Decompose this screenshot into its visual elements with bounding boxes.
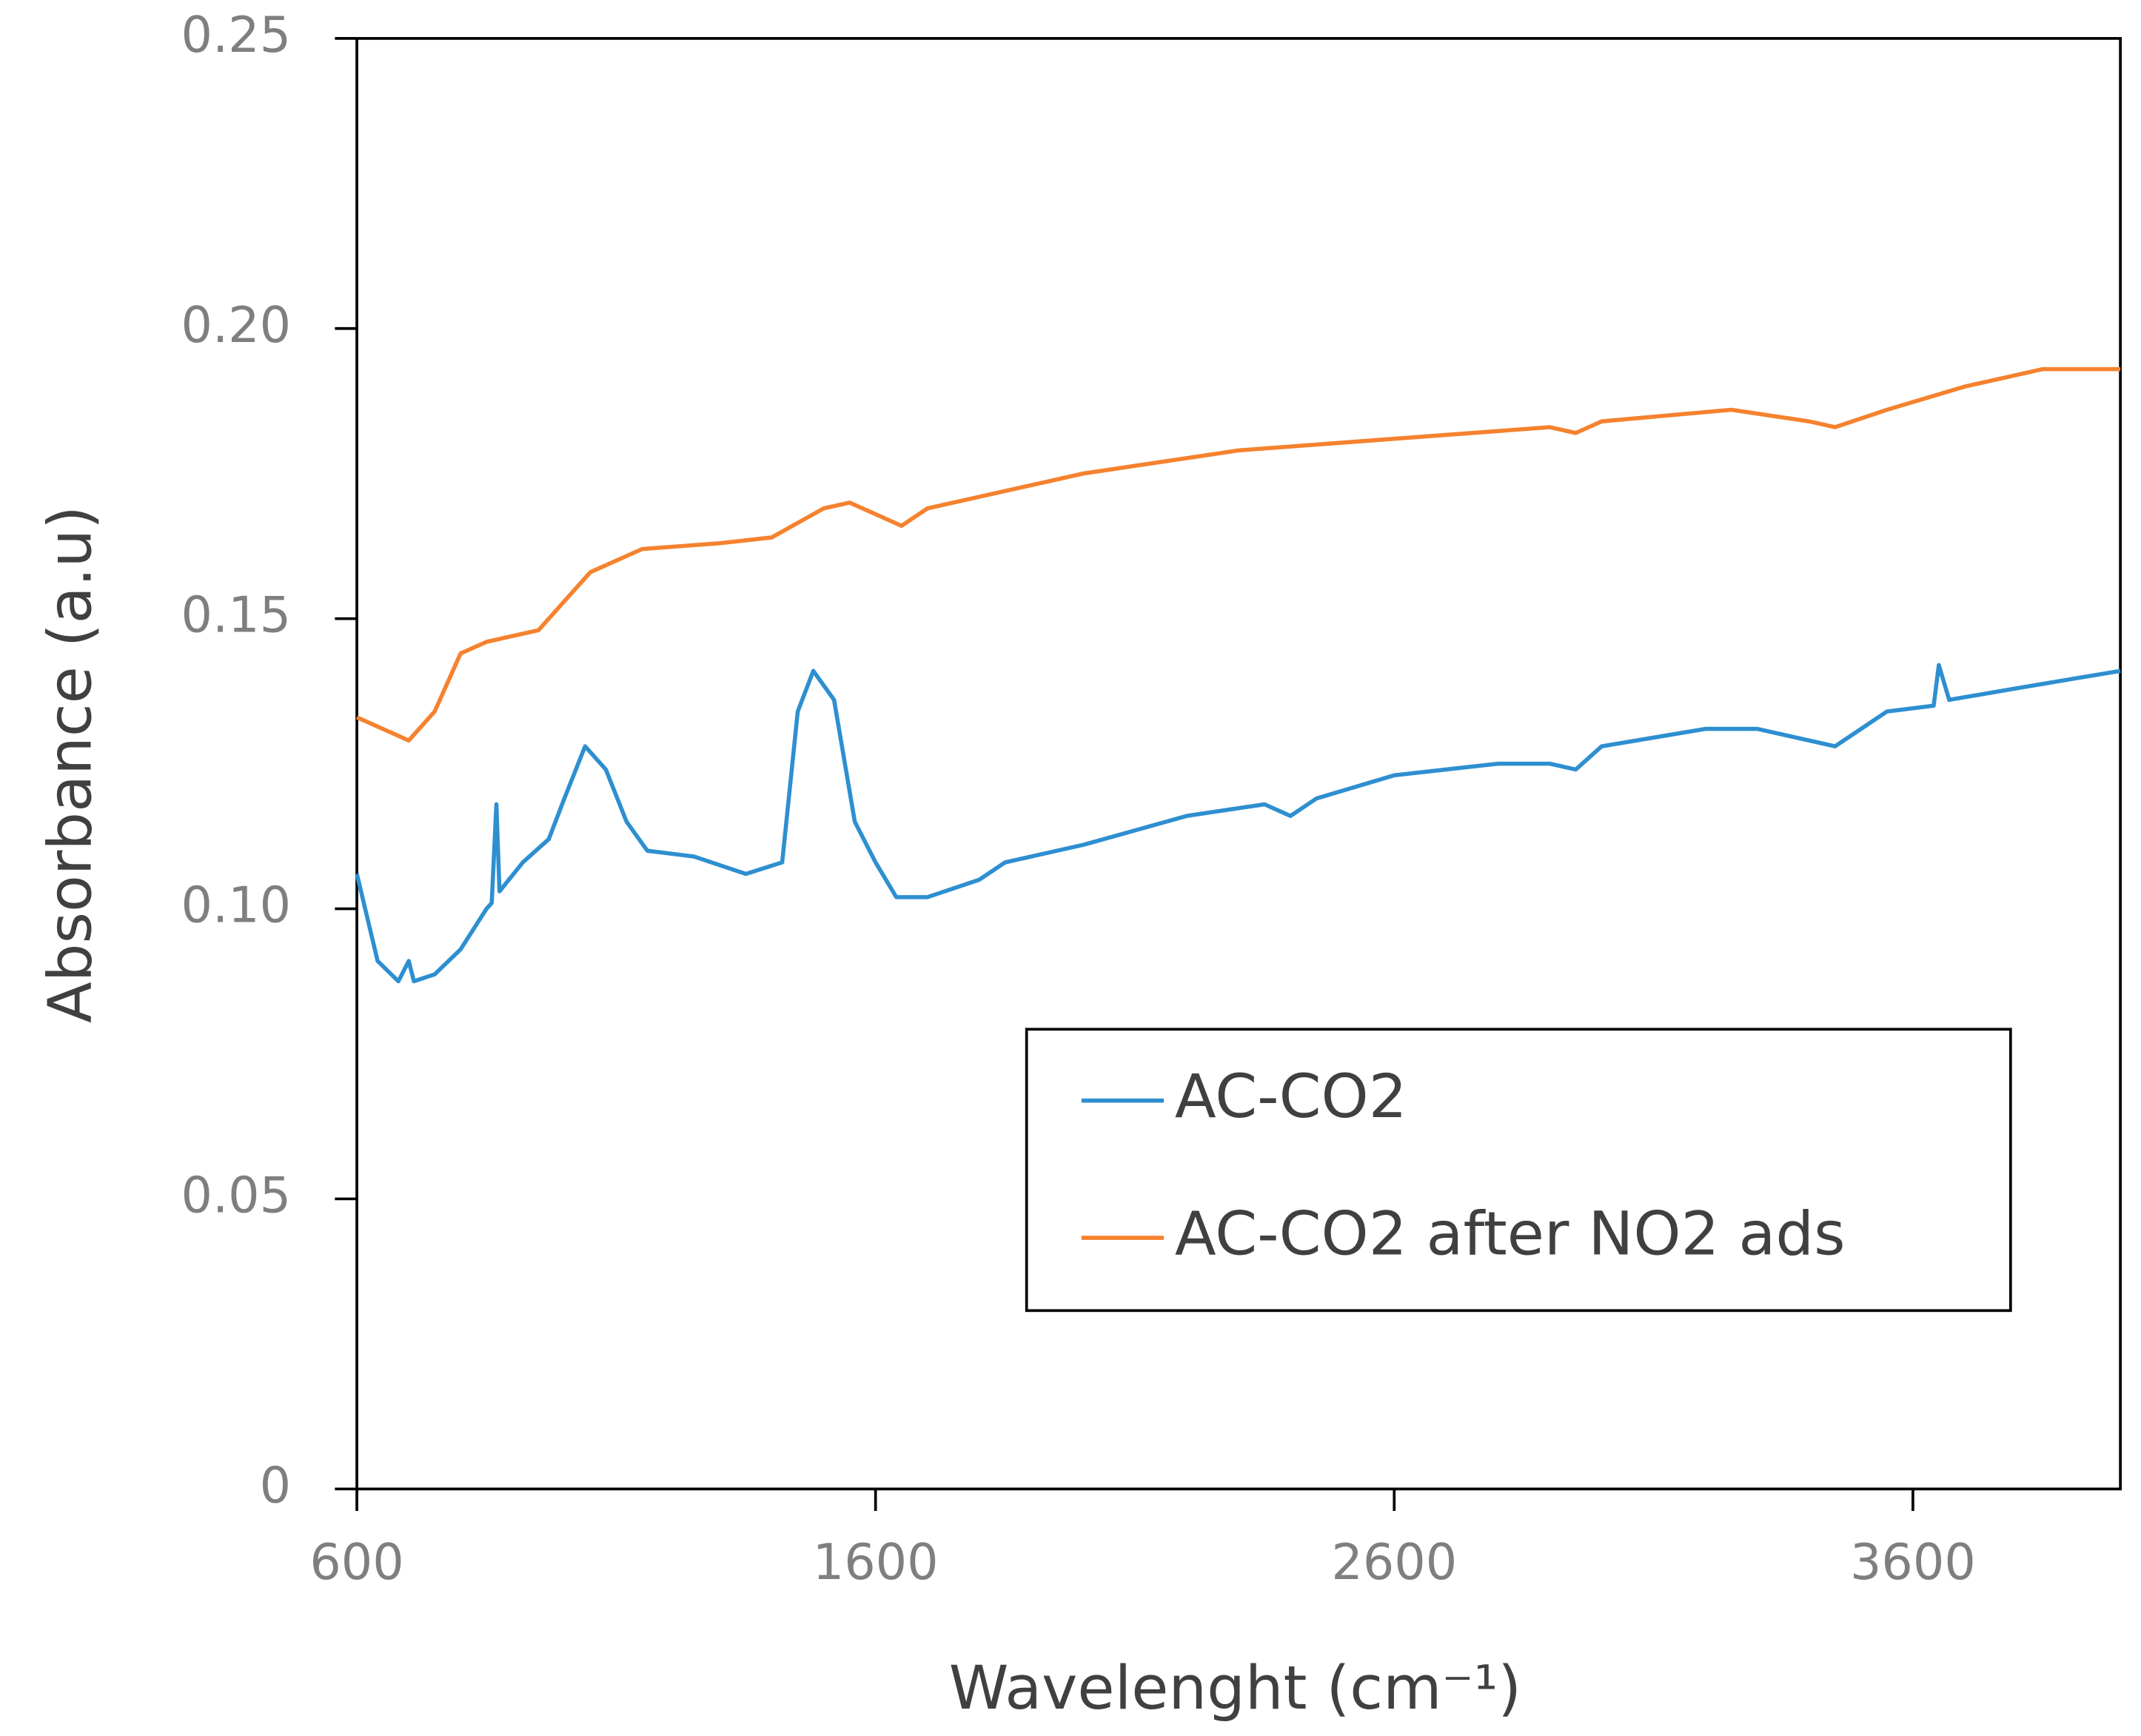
x-tick-label: 2600: [1331, 1533, 1457, 1591]
plot-frame: [355, 37, 2122, 1491]
y-tick-label: 0.20: [181, 296, 292, 354]
x-tick-label: 1600: [813, 1533, 939, 1591]
y-tick-label: 0: [260, 1456, 291, 1514]
legend-label: AC-CO2: [1175, 1062, 1407, 1132]
x-tick-label: 600: [309, 1533, 403, 1591]
series-line: [355, 663, 2121, 984]
legend-box: [1025, 1028, 2012, 1313]
y-tick-label: 0.05: [181, 1167, 292, 1224]
x-tick-label: 3600: [1850, 1533, 1976, 1591]
y-tick-label: 0.15: [181, 586, 292, 644]
y-tick-label: 0.25: [181, 6, 292, 64]
x-axis-title: Wavelenght (cm⁻¹): [949, 1653, 1521, 1723]
y-tick-label: 0.10: [181, 877, 292, 934]
y-axis-title: Absorbance (a.u): [35, 506, 105, 1023]
legend-label: AC-CO2 after NO2 ads: [1175, 1199, 1846, 1270]
series-line: [355, 366, 2121, 743]
